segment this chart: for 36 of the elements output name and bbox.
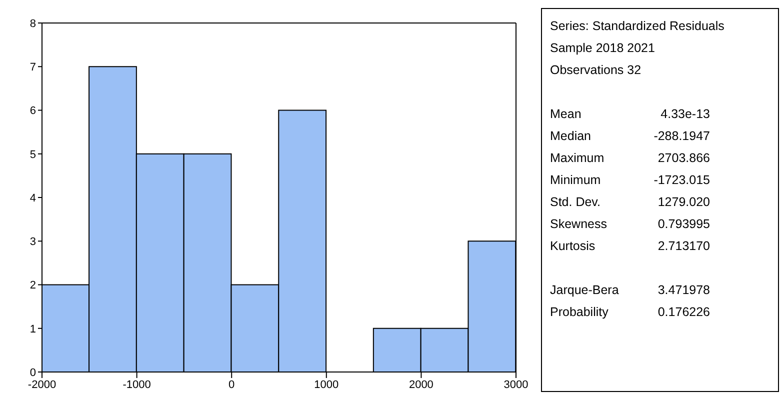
text: Mean <box>550 106 582 123</box>
y-tick-label: 2 <box>30 280 36 292</box>
text: Std. Dev. <box>550 194 602 211</box>
y-tick-label: 1 <box>30 323 36 336</box>
x-tick-label: 0 <box>228 378 235 391</box>
text: 3.471978 <box>656 282 710 299</box>
text: Sample 2018 2021 <box>550 40 656 57</box>
text: Observations 32 <box>550 62 642 79</box>
text: 2703.866 <box>656 150 710 167</box>
x-tick-label: 2000 <box>408 378 434 391</box>
text: Jarque-Bera <box>550 282 620 299</box>
text: Minimum <box>550 172 602 189</box>
text: Skewness <box>550 216 608 233</box>
x-tick-label: -2000 <box>28 378 56 391</box>
text: 2.713170 <box>656 238 710 255</box>
text: 0.176226 <box>656 304 710 321</box>
x-tick-label: 1000 <box>314 378 339 391</box>
text: Median <box>550 128 592 145</box>
text: Probability <box>550 304 610 321</box>
text: Kurtosis <box>550 238 596 255</box>
text: 1279.020 <box>656 194 710 211</box>
x-tick-label: -1000 <box>122 378 151 391</box>
text: Maximum <box>550 150 606 167</box>
y-tick-label: 0 <box>30 366 36 379</box>
text: Series: Standardized Residuals <box>550 18 726 35</box>
y-tick-label: 8 <box>30 18 36 30</box>
text: 0.793995 <box>656 216 710 233</box>
y-tick-label: 4 <box>30 192 36 204</box>
y-tick-label: 5 <box>30 148 36 161</box>
text: -1723.015 <box>652 172 710 189</box>
y-tick-label: 3 <box>30 236 36 248</box>
y-tick-label: 6 <box>30 105 36 118</box>
text: -288.1947 <box>652 128 710 145</box>
y-tick-label: 7 <box>30 62 36 74</box>
x-tick-label: 3000 <box>504 378 528 391</box>
text: 4.33e-13 <box>660 106 710 123</box>
